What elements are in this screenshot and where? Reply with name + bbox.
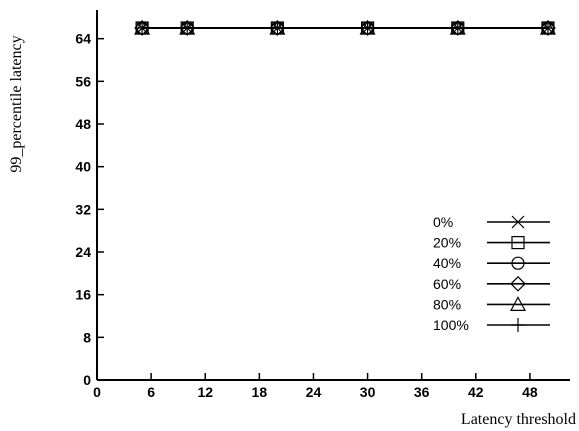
legend-label: 20% [433, 235, 461, 251]
x-tick-label: 18 [252, 384, 268, 400]
y-axis-ticks: 0 8 16 24 32 40 48 56 64 [75, 31, 104, 388]
x-axis-ticks: 0 6 12 18 24 30 36 42 48 [93, 373, 538, 400]
plus-marker [540, 21, 555, 35]
legend-item: 80% [433, 296, 550, 312]
legend-label: 60% [433, 276, 461, 292]
circle-marker [511, 256, 525, 270]
legend: 0% 20% 40% 60% 80% 100% [433, 214, 550, 333]
cross-marker [511, 215, 525, 229]
y-tick-label: 48 [75, 116, 91, 132]
plot-series [134, 19, 556, 36]
x-tick-label: 48 [522, 384, 538, 400]
x-tick-label: 6 [147, 384, 155, 400]
axes [96, 10, 570, 381]
y-tick-label: 16 [75, 287, 91, 303]
y-tick-label: 56 [75, 73, 91, 89]
y-tick-label: 0 [83, 372, 91, 388]
legend-label: 40% [433, 255, 461, 271]
x-tick-label: 42 [468, 384, 484, 400]
plus-marker [511, 318, 525, 332]
y-tick-label: 8 [83, 329, 91, 345]
legend-item: 20% [433, 235, 550, 251]
legend-item: 0% [433, 214, 550, 230]
y-axis-label: 99_percentile latency [8, 35, 25, 172]
legend-label: 80% [433, 296, 461, 312]
legend-item: 40% [433, 255, 550, 271]
legend-item: 60% [433, 276, 550, 292]
plus-marker [450, 21, 465, 35]
triangle-marker [509, 296, 527, 311]
plus-marker [360, 21, 375, 35]
legend-item: 100% [433, 317, 550, 333]
y-tick-label: 24 [75, 244, 91, 260]
plus-marker [180, 21, 195, 35]
x-tick-label: 0 [93, 384, 101, 400]
y-tick-label: 40 [75, 159, 91, 175]
plus-marker [270, 21, 285, 35]
x-tick-label: 12 [197, 384, 213, 400]
x-tick-label: 24 [306, 384, 322, 400]
x-axis-label: Latency threshold [461, 411, 576, 428]
diamond-marker [510, 275, 526, 292]
square-marker [511, 236, 525, 250]
series-plus [135, 21, 555, 35]
plus-marker [135, 21, 150, 35]
y-tick-label: 64 [75, 31, 91, 47]
legend-label: 0% [433, 214, 453, 230]
legend-label: 100% [433, 317, 469, 333]
x-tick-label: 30 [360, 384, 376, 400]
x-tick-label: 36 [414, 384, 430, 400]
y-tick-label: 32 [75, 201, 91, 217]
